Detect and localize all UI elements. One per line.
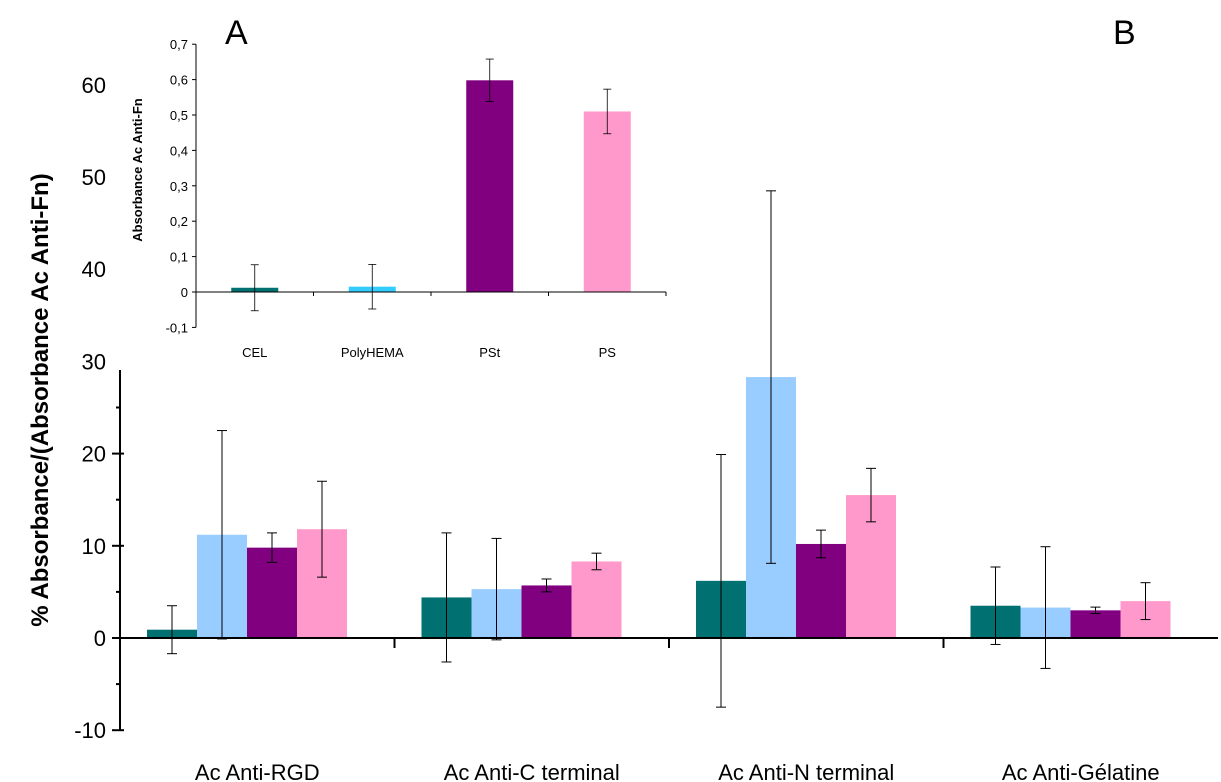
y-tick-label: 10 [82, 534, 106, 559]
inset-y-tick-label: 0 [181, 285, 188, 300]
y-tick-label: -10 [74, 718, 106, 743]
inset-background [112, 28, 674, 370]
inset-x-tick-label: PS [599, 345, 617, 360]
inset-y-tick-label: 0,5 [170, 108, 188, 123]
y-tick-label: 0 [94, 626, 106, 651]
inset-y-tick-label: 0,3 [170, 179, 188, 194]
bar-3-2 [521, 585, 572, 638]
panel-label-a: A [225, 14, 248, 52]
inset-y-tick-label: 0,2 [170, 214, 188, 229]
inset-bar-3 [466, 80, 514, 292]
x-tick-label: Ac Anti-C terminal [444, 760, 620, 782]
y-tick-label: 30 [82, 349, 106, 374]
y-tick-label: 40 [82, 257, 106, 282]
x-tick-label: Ac Anti-N terminal [718, 760, 894, 782]
inset-y-tick-label: 0,7 [170, 37, 188, 52]
inset-x-tick-label: PolyHEMA [341, 345, 404, 360]
inset-y-axis-label: Absorbance Ac Anti-Fn [130, 98, 145, 242]
x-tick-label: Ac Anti-RGD [195, 760, 320, 782]
main-chart: -10 0 10 20 30 40 50 60 Ac Anti-RGD Ac Anti-C ter… [27, 73, 1218, 782]
inset-y-tick-label: 0,6 [170, 73, 188, 88]
y-axis-label: % Absorbance/(Absorbance Ac Anti-Fn) [27, 173, 54, 626]
bar-4-2 [571, 561, 622, 638]
inset-chart: -0,1 0 0,1 0,2 0,3 0,4 0,5 0,6 0,7 CEL PolyHEMA PSt… [112, 28, 674, 370]
inset-y-tick-label: 0,4 [170, 143, 188, 158]
y-tick-label: 50 [82, 165, 106, 190]
inset-y-tick-label: -0,1 [166, 320, 188, 335]
y-tick-label: 20 [82, 442, 106, 467]
inset-x-tick-label: CEL [242, 345, 267, 360]
bar-3-4 [1070, 610, 1121, 638]
inset-bar-4 [583, 111, 631, 293]
x-tick-label: Ac Anti-Gélatine [1002, 760, 1160, 782]
panel-label-b: B [1113, 14, 1136, 52]
bar-3-3 [796, 543, 846, 638]
inset-y-tick-label: 0,1 [170, 250, 188, 265]
inset-x-tick-label: PSt [479, 345, 500, 360]
y-tick-label: 60 [82, 73, 106, 98]
